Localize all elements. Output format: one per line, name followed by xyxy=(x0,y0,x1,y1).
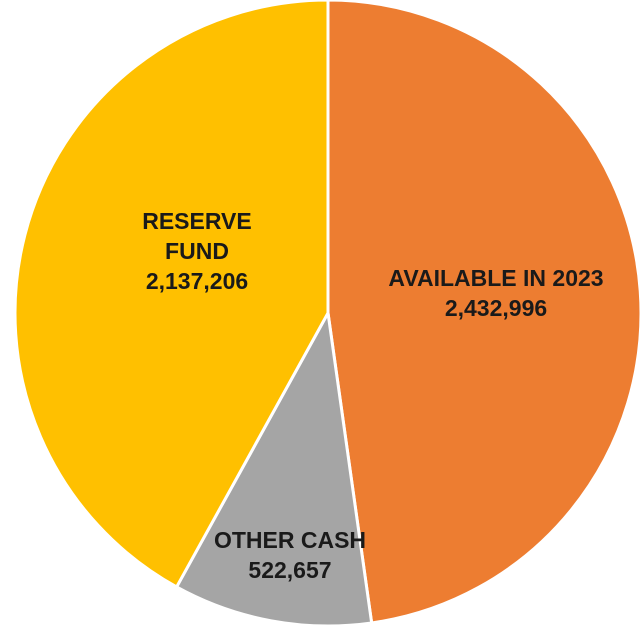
slice-value-reserve-fund: 2,137,206 xyxy=(146,268,248,294)
slice-reserve-fund xyxy=(13,0,330,589)
slice-label-available-in-2023: AVAILABLE IN 2023 xyxy=(388,265,603,291)
slice-label-reserve-fund: FUND xyxy=(165,238,229,264)
slice-value-other-cash: 522,657 xyxy=(248,557,331,583)
slice-label-other-cash: OTHER CASH xyxy=(214,527,366,553)
slice-available-in-2023 xyxy=(326,0,643,625)
slice-label-reserve-fund: RESERVE xyxy=(142,208,252,234)
slice-other-cash xyxy=(174,308,374,628)
pie-slices xyxy=(13,0,643,628)
slice-value-available-in-2023: 2,432,996 xyxy=(445,295,547,321)
pie-labels: AVAILABLE IN 2023 2,432,996 OTHER CASH 522,… xyxy=(142,208,603,583)
